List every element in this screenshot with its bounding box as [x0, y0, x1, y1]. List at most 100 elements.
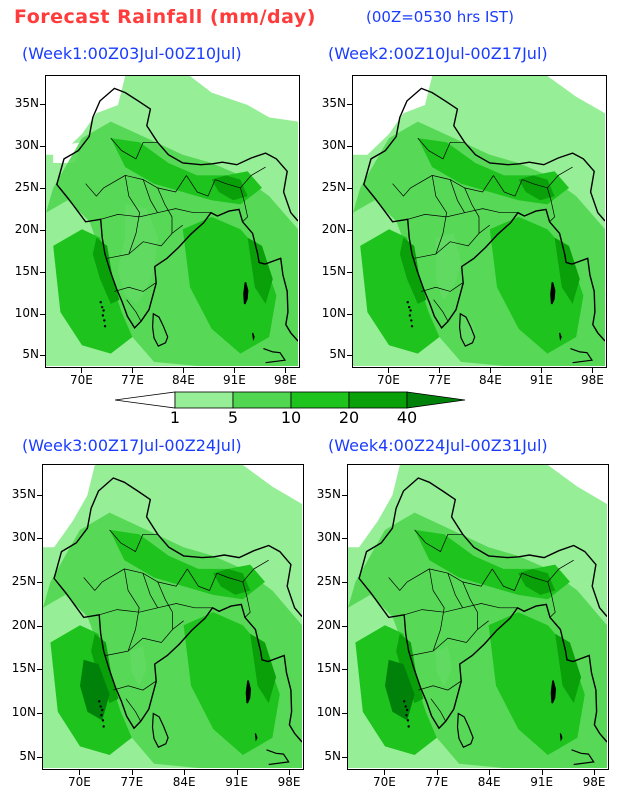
- map-panel-week2: [352, 75, 607, 368]
- rain-bin-20-40-myanmar: [554, 237, 580, 304]
- lon-tick: [439, 368, 441, 373]
- rain-bin-20-40-myanmar: [250, 633, 277, 704]
- lon-tick: [183, 368, 185, 373]
- coastline: [68, 199, 298, 342]
- lon-label: 70E: [69, 373, 93, 387]
- lakshadweep-island: [99, 301, 102, 304]
- panel-title-week1: (Week1:00Z03Jul-00Z10Jul): [22, 44, 242, 63]
- lat-tick: [342, 713, 347, 715]
- lat-tick: [342, 669, 347, 671]
- lat-label: 15N: [316, 661, 341, 676]
- lakshadweep-island: [410, 325, 414, 328]
- state-boundary: [414, 529, 463, 553]
- coastline: [371, 593, 607, 743]
- lon-tick: [289, 770, 291, 775]
- state-boundary: [392, 183, 411, 197]
- lon-tick: [490, 368, 492, 373]
- state-boundary: [100, 208, 211, 220]
- lat-label: 20N: [321, 221, 346, 236]
- rainfall-map-svg: [43, 465, 302, 768]
- lat-tick: [40, 146, 45, 148]
- lat-label: 10N: [11, 705, 36, 720]
- rain-bin-20-40-myanmar: [555, 633, 582, 704]
- andaman-islands: [243, 282, 249, 305]
- state-boundary: [421, 282, 463, 292]
- rain-bin-20-40-myanmar: [247, 237, 273, 304]
- sumatra-outline: [571, 749, 595, 766]
- rain-bin-below-1-northwest: [43, 465, 95, 548]
- state-boundary: [407, 568, 493, 587]
- nicobar-islands: [252, 332, 255, 341]
- lon-tick: [131, 770, 133, 775]
- lon-label: 98E: [580, 373, 604, 387]
- state-boundary: [105, 620, 184, 656]
- lat-label: 10N: [316, 705, 341, 720]
- andaman-islands: [245, 680, 252, 704]
- lat-label: 20N: [11, 617, 36, 632]
- state-boundary: [547, 187, 555, 223]
- lat-label: 15N: [11, 661, 36, 676]
- state-boundary: [449, 179, 465, 213]
- lon-label: 91E: [225, 775, 249, 789]
- nicobar-islands: [559, 733, 563, 742]
- lat-tick: [40, 104, 45, 106]
- lat-tick: [37, 669, 42, 671]
- rain-bin-above-40-westcoast: [80, 659, 110, 721]
- sri-lanka-outline: [456, 712, 474, 748]
- rainfall-map-svg: [46, 76, 298, 366]
- lat-label: 5N: [324, 748, 341, 763]
- lat-tick: [40, 355, 45, 357]
- state-boundary: [492, 568, 523, 591]
- sri-lanka-outline: [151, 712, 169, 748]
- state-boundary: [83, 577, 103, 592]
- lakshadweep-island: [100, 305, 104, 309]
- lon-tick: [436, 770, 438, 775]
- lat-tick: [40, 313, 45, 315]
- lakshadweep-island: [102, 725, 105, 728]
- andaman-islands: [550, 680, 557, 704]
- lon-label: 70E: [67, 775, 91, 789]
- lat-tick: [342, 582, 347, 584]
- state-boundary: [113, 681, 156, 691]
- state-boundary: [157, 581, 173, 630]
- lat-label: 10N: [14, 305, 39, 320]
- rain-bin-below-1-northeast: [547, 465, 607, 504]
- state-boundary: [417, 137, 465, 160]
- state-boundary: [388, 577, 408, 592]
- lat-label: 15N: [321, 263, 346, 278]
- state-boundary: [447, 573, 464, 608]
- lat-tick: [347, 355, 352, 357]
- sumatra-outline: [266, 749, 290, 766]
- lat-tick: [347, 229, 352, 231]
- lon-tick: [285, 368, 287, 373]
- lon-tick: [592, 368, 594, 373]
- lon-tick: [384, 770, 386, 775]
- lat-label: 5N: [19, 748, 36, 763]
- lakshadweep-island: [407, 305, 411, 309]
- state-boundary: [114, 282, 156, 292]
- sumatra-outline: [570, 348, 594, 364]
- rainfall-map-svg: [353, 76, 605, 366]
- lon-label: 98E: [277, 775, 301, 789]
- northern-border: [53, 477, 302, 617]
- lon-label: 70E: [372, 775, 396, 789]
- lon-label: 91E: [529, 373, 553, 387]
- legend-bin-1-5: [174, 391, 234, 409]
- lakshadweep-island: [98, 700, 101, 703]
- rain-bin-20-40-westcoast: [396, 633, 424, 704]
- time-note: (00Z=0530 hrs IST): [366, 8, 514, 26]
- lat-label: 10N: [321, 305, 346, 320]
- lon-tick: [132, 368, 134, 373]
- nicobar-islands: [559, 332, 562, 341]
- lat-tick: [347, 271, 352, 273]
- rain-bin-below-1-northwest: [348, 465, 400, 548]
- lat-label: 35N: [316, 486, 341, 501]
- legend-label-5: 5: [227, 408, 239, 427]
- lon-label: 77E: [120, 373, 144, 387]
- state-boundary: [242, 581, 251, 618]
- lat-label: 20N: [316, 617, 341, 632]
- lat-tick: [342, 756, 347, 758]
- state-boundary: [103, 175, 187, 193]
- northern-border: [56, 87, 298, 222]
- lat-tick: [347, 313, 352, 315]
